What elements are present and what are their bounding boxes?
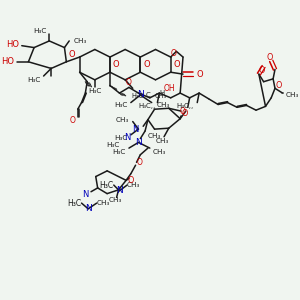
Text: O: O	[181, 110, 188, 118]
Text: HO: HO	[1, 57, 14, 66]
Text: O: O	[68, 50, 75, 59]
Text: H₃C: H₃C	[33, 28, 46, 34]
Text: O: O	[171, 49, 177, 58]
Text: CH₃: CH₃	[148, 133, 161, 139]
Text: H₃C: H₃C	[27, 77, 41, 83]
Text: N: N	[124, 133, 131, 142]
Text: OH: OH	[164, 84, 176, 93]
Text: CH₃: CH₃	[155, 137, 169, 143]
Text: CH₃: CH₃	[127, 182, 140, 188]
Text: HO: HO	[6, 40, 19, 49]
Text: H₃C: H₃C	[115, 135, 128, 141]
Text: CH₃: CH₃	[157, 102, 170, 108]
Text: N: N	[132, 124, 138, 134]
Text: O: O	[126, 78, 132, 87]
Text: O: O	[259, 66, 265, 75]
Text: H₃C: H₃C	[68, 199, 82, 208]
Text: CH₃: CH₃	[285, 92, 299, 98]
Text: CH₃: CH₃	[97, 200, 110, 206]
Text: O: O	[70, 116, 76, 125]
Text: O: O	[266, 52, 272, 62]
Text: H: H	[159, 90, 164, 96]
Text: O: O	[136, 158, 142, 167]
Text: H₃C,,: H₃C,,	[176, 103, 194, 109]
Text: CH₃: CH₃	[154, 93, 167, 99]
Text: H₃C: H₃C	[106, 142, 119, 148]
Text: O: O	[128, 176, 134, 185]
Text: O: O	[196, 70, 203, 79]
Text: N: N	[85, 204, 92, 213]
Text: H₃C: H₃C	[88, 88, 101, 94]
Text: H₃C: H₃C	[115, 102, 128, 108]
Text: N: N	[82, 190, 88, 199]
Text: O: O	[113, 60, 119, 69]
Text: CH₃: CH₃	[109, 197, 122, 203]
Text: H₃C: H₃C	[112, 149, 125, 155]
Text: N: N	[135, 138, 142, 147]
Text: N: N	[137, 91, 144, 100]
Text: H₃C: H₃C	[131, 93, 143, 99]
Text: O: O	[276, 81, 282, 90]
Text: O: O	[180, 106, 186, 116]
Text: H₃C: H₃C	[100, 181, 114, 190]
Text: ,,: ,,	[280, 88, 285, 94]
Text: H₃C,,: H₃C,,	[138, 103, 155, 109]
Text: N: N	[116, 186, 123, 195]
Text: CH₃: CH₃	[74, 38, 87, 44]
Text: CH₃: CH₃	[153, 149, 166, 155]
Text: CH₃: CH₃	[116, 117, 129, 123]
Text: C: C	[146, 92, 150, 98]
Text: O: O	[173, 60, 180, 69]
Text: O: O	[143, 60, 150, 69]
